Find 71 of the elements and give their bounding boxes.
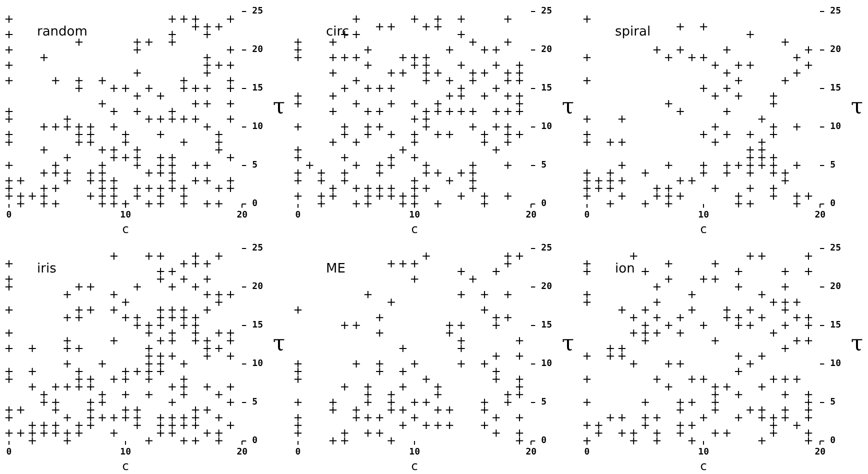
y-axis-title: τ [562, 94, 574, 120]
x-tick-label: 20 [814, 210, 826, 221]
y-tick-label: 20 [830, 282, 842, 292]
y-tick-label: 5 [252, 160, 258, 171]
x-tick-label: 0 [295, 210, 301, 221]
y-tick-label: 5 [541, 398, 547, 408]
y-tick-label: 5 [541, 160, 547, 171]
y-tick-label: 10 [252, 122, 264, 132]
y-tick-label: 25 [252, 244, 264, 254]
x-tick-label: 0 [584, 448, 590, 458]
y-tick-label: 15 [541, 84, 552, 94]
y-tick-label: 20 [252, 282, 264, 292]
y-tick-label: 15 [830, 320, 842, 331]
x-tick-label: 10 [698, 210, 710, 221]
y-tick-label: 10 [541, 122, 552, 132]
y-tick-label: 0 [541, 199, 547, 210]
x-tick-label: 0 [6, 448, 12, 458]
x-axis-title: c [700, 222, 707, 236]
text: ME [326, 261, 346, 276]
text: ion [615, 261, 635, 276]
x-tick-label: 10 [409, 210, 420, 221]
y-axis-title: τ [562, 331, 574, 356]
y-tick-label: 25 [830, 6, 842, 17]
x-tick-label: 20 [236, 210, 248, 221]
y-tick-label: 10 [830, 359, 842, 370]
y-tick-label: 15 [541, 320, 552, 331]
y-tick-label: 0 [252, 199, 258, 210]
x-tick-label: 10 [409, 448, 420, 458]
y-axis-title: τ [272, 331, 286, 356]
y-tick-label: 25 [830, 244, 842, 254]
y-tick-label: 10 [541, 359, 552, 370]
y-tick-label: 5 [830, 398, 836, 408]
y-tick-label: 20 [541, 282, 552, 292]
x-axis-title: c [122, 458, 129, 473]
x-tick-label: 10 [120, 210, 132, 221]
text: random [37, 24, 88, 40]
x-tick-label: 20 [526, 210, 537, 221]
x-axis-title: c [411, 222, 418, 236]
x-axis-title: c [122, 222, 129, 236]
y-tick-label: 15 [252, 84, 264, 94]
x-tick-label: 20 [236, 448, 248, 458]
x-axis-title: c [411, 458, 418, 473]
y-tick-label: 5 [252, 398, 258, 408]
x-tick-label: 10 [698, 448, 710, 458]
y-tick-label: 5 [830, 160, 836, 171]
y-tick-label: 25 [541, 244, 552, 254]
text: iris [37, 261, 57, 276]
y-tick-label: 0 [541, 436, 547, 446]
x-tick-label: 20 [814, 448, 826, 458]
x-axis-title: c [700, 458, 707, 473]
x-tick-label: 0 [6, 210, 12, 221]
y-tick-label: 10 [830, 122, 842, 132]
y-tick-label: 25 [541, 6, 552, 17]
x-tick-label: 0 [295, 448, 301, 458]
y-tick-label: 20 [252, 45, 264, 56]
x-tick-label: 0 [584, 210, 590, 221]
x-tick-label: 20 [526, 448, 537, 458]
y-axis-title: τ [850, 331, 864, 356]
y-tick-label: 0 [830, 436, 836, 446]
x-tick-label: 10 [120, 448, 132, 458]
y-tick-label: 20 [541, 45, 552, 56]
y-tick-label: 10 [252, 359, 264, 370]
y-axis-title: τ [850, 94, 864, 120]
y-tick-label: 15 [252, 320, 264, 331]
y-tick-label: 0 [830, 199, 836, 210]
text: spiral [615, 24, 651, 40]
y-tick-label: 25 [252, 6, 264, 17]
y-tick-label: 0 [252, 436, 258, 446]
y-axis-title: τ [272, 94, 286, 120]
y-tick-label: 15 [830, 84, 842, 94]
y-tick-label: 20 [830, 45, 842, 56]
